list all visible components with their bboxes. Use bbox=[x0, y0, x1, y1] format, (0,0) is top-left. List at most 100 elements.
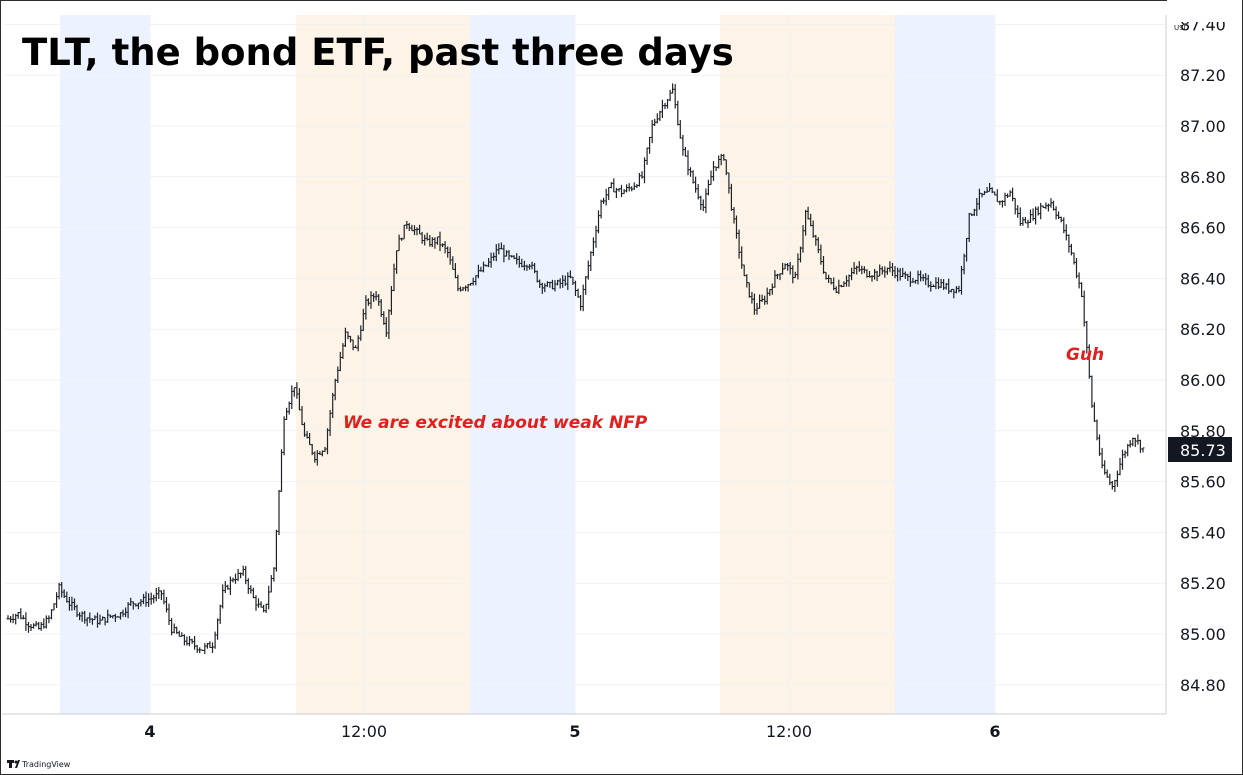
time-tick-label: 4 bbox=[144, 722, 155, 741]
price-bar bbox=[52, 603, 56, 611]
price-bar bbox=[185, 636, 189, 646]
price-bar bbox=[193, 636, 197, 650]
price-bar bbox=[50, 609, 53, 620]
price-bar bbox=[694, 176, 698, 193]
price-bar bbox=[1039, 202, 1043, 220]
price-bar bbox=[218, 604, 222, 624]
time-tick-label: 12:00 bbox=[766, 722, 812, 741]
price-bar bbox=[1052, 200, 1055, 211]
price-bar bbox=[290, 385, 294, 409]
price-bar bbox=[671, 83, 675, 94]
price-bar bbox=[627, 183, 631, 192]
price-bar bbox=[203, 643, 207, 654]
price-bar bbox=[1123, 450, 1127, 459]
price-bar bbox=[1021, 217, 1025, 226]
price-bar bbox=[27, 621, 30, 633]
time-tick-label: 6 bbox=[989, 722, 1000, 741]
price-axis[interactable]: 87.4087.2087.0086.8086.6086.4086.2086.00… bbox=[1167, 0, 1242, 695]
price-bar bbox=[584, 276, 588, 295]
price-bar bbox=[655, 113, 659, 124]
price-bar bbox=[236, 568, 240, 582]
price-bar bbox=[995, 189, 999, 203]
price-bar bbox=[1006, 193, 1009, 198]
price-bar bbox=[1118, 457, 1122, 476]
price-bar bbox=[653, 118, 657, 126]
price-bar bbox=[637, 173, 641, 187]
price-bar bbox=[55, 592, 59, 608]
price-bar bbox=[586, 260, 590, 280]
price-bar bbox=[195, 645, 199, 653]
price-bar bbox=[1115, 470, 1119, 487]
price-bar bbox=[29, 624, 33, 631]
price-bar bbox=[591, 237, 595, 256]
price-tick-label: 87.00 bbox=[1180, 117, 1226, 136]
price-bar bbox=[1080, 282, 1084, 298]
price-tick-label: 85.40 bbox=[1180, 523, 1226, 542]
price-bar bbox=[1121, 449, 1124, 470]
price-bar bbox=[625, 184, 629, 193]
price-bar bbox=[620, 184, 623, 198]
price-bar bbox=[1008, 190, 1012, 197]
price-bar bbox=[678, 120, 682, 139]
price-bars bbox=[6, 83, 1145, 654]
price-bar bbox=[154, 587, 158, 602]
price-bar bbox=[19, 608, 23, 620]
price-bar bbox=[643, 157, 646, 184]
price-bar bbox=[1095, 419, 1099, 441]
price-tick-label: 85.20 bbox=[1180, 574, 1226, 593]
price-bar bbox=[599, 199, 603, 219]
price-bar bbox=[1110, 481, 1114, 490]
price-bar bbox=[1075, 258, 1078, 279]
price-bar bbox=[239, 572, 243, 579]
price-bar bbox=[1064, 224, 1068, 241]
price-bar bbox=[285, 407, 289, 420]
time-axis[interactable]: 4 12:00 5 12:00 6 bbox=[144, 722, 1000, 741]
session-band-pre-market bbox=[60, 15, 150, 714]
price-bar bbox=[645, 147, 649, 165]
price-bar bbox=[221, 584, 225, 609]
price-tick-label: 86.00 bbox=[1180, 371, 1226, 390]
session-band-pre-market bbox=[470, 15, 575, 714]
price-bar bbox=[699, 195, 703, 211]
price-bar bbox=[696, 184, 700, 200]
price-bar bbox=[198, 647, 202, 654]
price-tick-label: 85.00 bbox=[1180, 625, 1226, 644]
currency-label: USD bbox=[1174, 24, 1189, 32]
price-bar bbox=[211, 642, 214, 653]
price-bar bbox=[622, 189, 626, 195]
price-bar bbox=[1077, 272, 1081, 289]
price-tick-label: 86.20 bbox=[1180, 320, 1226, 339]
price-bar bbox=[1003, 192, 1007, 206]
annotation-guh: Guh bbox=[1066, 345, 1104, 365]
price-bar bbox=[1141, 447, 1145, 453]
price-bar bbox=[701, 199, 705, 212]
price-bar bbox=[1018, 207, 1022, 226]
price-bar bbox=[170, 618, 174, 636]
price-bar bbox=[251, 587, 255, 599]
chart-title: TLT, the bond ETF, past three days bbox=[22, 31, 734, 74]
price-bar bbox=[282, 416, 286, 456]
price-bar bbox=[1105, 469, 1109, 478]
price-bar bbox=[226, 584, 230, 590]
price-bar bbox=[254, 595, 258, 611]
price-bar bbox=[630, 186, 634, 192]
price-tick-label: 85.60 bbox=[1180, 473, 1226, 492]
price-bar bbox=[152, 594, 156, 604]
price-bar bbox=[1016, 205, 1020, 218]
price-bar bbox=[182, 634, 186, 646]
price-bar bbox=[1082, 290, 1086, 327]
price-bar bbox=[216, 618, 220, 640]
price-bar bbox=[34, 621, 38, 627]
last-price-badge bbox=[1168, 437, 1232, 462]
price-bar bbox=[668, 89, 672, 102]
price-bar bbox=[1041, 205, 1045, 208]
gridlines bbox=[4, 15, 1166, 714]
price-bar bbox=[686, 150, 690, 176]
price-tick-label: 86.80 bbox=[1180, 168, 1226, 187]
price-bar bbox=[228, 576, 232, 595]
price-bar bbox=[602, 197, 606, 204]
price-tick-label: 87.20 bbox=[1180, 66, 1226, 85]
price-bar bbox=[604, 188, 608, 206]
price-bar bbox=[262, 604, 266, 613]
